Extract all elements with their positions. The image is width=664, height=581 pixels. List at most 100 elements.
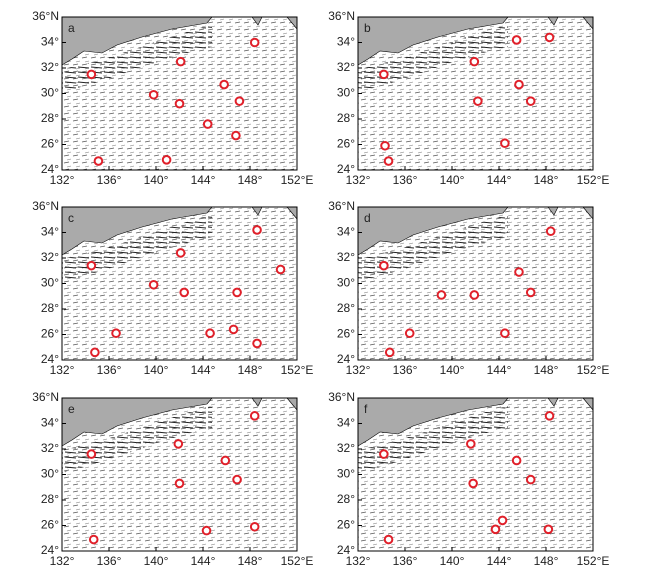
eddy-marker bbox=[525, 474, 536, 485]
x-tick-label: 132° bbox=[50, 554, 75, 568]
eddy-marker bbox=[93, 156, 104, 166]
eddy-marker bbox=[86, 69, 97, 80]
y-tick-label: 24° bbox=[337, 543, 355, 557]
x-tick-label: 136° bbox=[97, 173, 122, 187]
eddy-marker bbox=[252, 338, 262, 349]
x-tick-label: 132° bbox=[346, 554, 371, 568]
eddy-marker bbox=[220, 455, 231, 466]
eddy-marker bbox=[384, 347, 395, 358]
land bbox=[357, 397, 509, 447]
x-tick-label: 144° bbox=[191, 363, 216, 377]
eddy-marker bbox=[525, 287, 536, 298]
eddy-marker bbox=[383, 156, 394, 166]
y-tick-label: 26° bbox=[41, 518, 59, 532]
y-tick-label: 26° bbox=[337, 137, 355, 151]
eddy-marker bbox=[249, 521, 260, 532]
eddy-marker bbox=[249, 37, 260, 48]
eddy-marker bbox=[252, 225, 262, 235]
eddy-marker bbox=[219, 79, 229, 90]
y-tick-label: 28° bbox=[41, 111, 59, 125]
map-panel: f 132° 136° 140° 144° 148° 152°E 24° 26° 28° 30° 32… bbox=[328, 390, 609, 568]
panel-label: b bbox=[364, 21, 371, 35]
eddy-marker bbox=[179, 287, 189, 298]
y-tick-label: 34° bbox=[41, 225, 59, 239]
eddy-marker bbox=[490, 524, 501, 535]
eddy-marker bbox=[148, 89, 159, 100]
eddy-marker bbox=[174, 478, 185, 489]
x-tick-label: 140° bbox=[440, 363, 465, 377]
eddy-marker bbox=[88, 534, 99, 545]
land bbox=[357, 206, 509, 256]
eddy-marker bbox=[500, 138, 510, 149]
eddy-marker bbox=[174, 98, 185, 109]
eddy-marker bbox=[232, 474, 242, 485]
y-tick-label: 28° bbox=[337, 301, 355, 315]
eddy-marker bbox=[379, 449, 389, 459]
eddy-marker bbox=[175, 56, 186, 67]
eddy-marker bbox=[234, 96, 245, 106]
eddy-marker bbox=[525, 96, 536, 106]
eddy-marker bbox=[383, 534, 394, 545]
y-tick-label: 36°N bbox=[328, 9, 355, 23]
x-tick-label: 152°E bbox=[577, 554, 610, 568]
x-tick-label: 136° bbox=[393, 173, 418, 187]
land bbox=[61, 206, 213, 256]
eddy-marker bbox=[232, 287, 242, 298]
eddy-marker bbox=[545, 226, 556, 237]
map-panel: e 132° 136° 140° 144° 148° 152°E 24° 26° 28° 30° 32… bbox=[32, 390, 313, 568]
eddy-marker bbox=[161, 155, 172, 165]
x-tick-label: 148° bbox=[534, 173, 559, 187]
eddy-marker bbox=[231, 130, 241, 141]
eddy-marker bbox=[201, 525, 212, 536]
x-tick-label: 152°E bbox=[281, 173, 314, 187]
kuroshio-vectors bbox=[358, 215, 508, 282]
x-tick-label: 152°E bbox=[577, 363, 610, 377]
x-tick-label: 148° bbox=[238, 363, 263, 377]
y-tick-label: 36°N bbox=[328, 199, 355, 213]
map-panel: a 132° 136° 140° 144° 148° 152°E 24° 26° 28° 30° 32… bbox=[32, 9, 313, 187]
y-tick-label: 24° bbox=[41, 352, 59, 366]
kuroshio-vectors bbox=[358, 406, 508, 473]
kuroshio-vectors bbox=[62, 406, 212, 473]
eddy-marker bbox=[469, 290, 480, 300]
y-tick-label: 36°N bbox=[328, 390, 355, 404]
y-tick-label: 32° bbox=[41, 250, 59, 264]
y-tick-label: 32° bbox=[337, 441, 355, 455]
x-tick-label: 140° bbox=[144, 554, 169, 568]
x-tick-label: 144° bbox=[487, 554, 512, 568]
y-tick-label: 32° bbox=[41, 60, 59, 74]
y-tick-label: 34° bbox=[337, 416, 355, 430]
y-tick-label: 32° bbox=[337, 60, 355, 74]
map-panel: d 132° 136° 140° 144° 148° 152°E 24° 26° 28° 30° 32… bbox=[328, 199, 609, 377]
eddy-marker bbox=[469, 56, 480, 67]
y-tick-label: 24° bbox=[41, 543, 59, 557]
eddy-marker bbox=[173, 439, 184, 449]
eddy-marker bbox=[249, 411, 260, 421]
x-tick-label: 144° bbox=[191, 554, 216, 568]
y-tick-label: 26° bbox=[41, 327, 59, 341]
y-tick-label: 32° bbox=[337, 250, 355, 264]
panel-label: f bbox=[364, 402, 368, 416]
eddy-marker bbox=[543, 524, 554, 535]
eddy-marker bbox=[511, 455, 522, 466]
y-tick-label: 24° bbox=[337, 352, 355, 366]
y-tick-label: 26° bbox=[41, 137, 59, 151]
eddy-marker bbox=[228, 324, 239, 335]
y-tick-label: 32° bbox=[41, 441, 59, 455]
y-tick-label: 34° bbox=[41, 35, 59, 49]
eddy-marker bbox=[436, 290, 447, 300]
eddy-marker bbox=[379, 260, 389, 271]
x-tick-label: 144° bbox=[487, 173, 512, 187]
x-tick-label: 140° bbox=[440, 173, 465, 187]
eddy-marker bbox=[148, 279, 159, 290]
x-tick-label: 144° bbox=[191, 173, 216, 187]
map-panel: b 132° 136° 140° 144° 148° 152°E 24° 26° 28° 30° 32… bbox=[328, 9, 609, 187]
eddy-marker bbox=[544, 411, 555, 421]
x-tick-label: 144° bbox=[487, 363, 512, 377]
eddy-marker bbox=[544, 32, 555, 43]
x-tick-label: 148° bbox=[238, 554, 263, 568]
y-tick-label: 28° bbox=[41, 301, 59, 315]
panel-label: c bbox=[68, 211, 74, 225]
y-tick-label: 30° bbox=[41, 276, 59, 290]
eddy-marker bbox=[468, 478, 478, 489]
